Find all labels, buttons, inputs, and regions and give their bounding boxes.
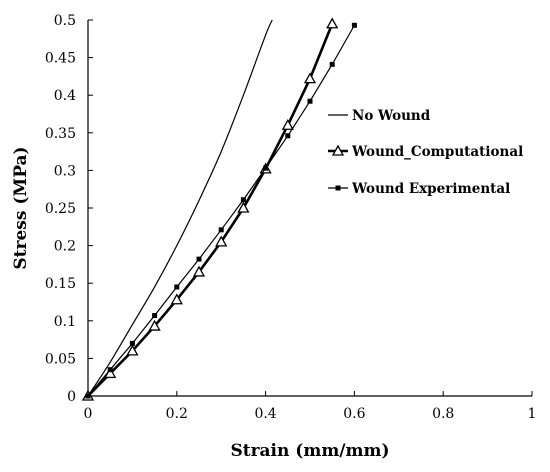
y-tick-label: 0.45	[45, 51, 76, 67]
data-point-wound-computational	[303, 72, 317, 84]
data-point-wound-experimental	[196, 256, 202, 262]
y-tick-label: 0.35	[45, 126, 76, 142]
data-point-wound-computational	[126, 344, 139, 356]
y-tick-label: 0.2	[54, 239, 76, 255]
legend-item-wound-computational: Wound_Computational	[328, 144, 523, 160]
data-point-wound-computational	[170, 293, 183, 305]
data-point-wound-experimental	[307, 98, 313, 104]
legend-item-wound-experimental: Wound Experimental	[328, 181, 510, 197]
x-tick-label: 0.4	[254, 406, 276, 422]
data-point-wound-experimental	[218, 227, 224, 233]
y-tick-label: 0.3	[54, 163, 76, 179]
y-tick-label: 0.15	[45, 276, 76, 292]
data-point-wound-experimental	[263, 165, 269, 171]
legend-label: No Wound	[352, 108, 431, 124]
data-point-wound-experimental	[85, 393, 91, 399]
y-ticks: 0 0.05 0.1 0.15 0.2 0.25 0.3 0.35 0.4 0.45 0.5	[45, 13, 93, 405]
data-point-wound-experimental	[152, 313, 158, 319]
y-tick-label: 0	[67, 389, 76, 405]
x-tick-label: 0.2	[166, 406, 188, 422]
series-line-no-wound	[87, 19, 273, 397]
x-tick-label: 0.6	[343, 406, 365, 422]
y-tick-label: 0.05	[45, 351, 76, 367]
y-tick-label: 0.25	[45, 201, 76, 217]
series-no-wound	[87, 19, 273, 397]
x-axis-title: Strain (mm/mm)	[230, 441, 389, 461]
data-point-wound-computational	[326, 17, 339, 29]
data-point-wound-experimental	[351, 22, 357, 28]
legend-label: Wound Experimental	[351, 181, 510, 197]
data-point-wound-experimental	[240, 197, 246, 203]
y-tick-label: 0.4	[54, 88, 76, 104]
legend-item-no-wound: No Wound	[328, 108, 431, 124]
legend-marker	[331, 144, 345, 156]
data-point-wound-experimental	[107, 367, 113, 373]
data-point-wound-computational	[281, 118, 294, 130]
x-tick-label: 0.8	[432, 406, 454, 422]
legend-marker	[335, 185, 341, 191]
data-point-wound-experimental	[285, 133, 291, 139]
data-point-wound-experimental	[329, 61, 335, 67]
data-point-wound-computational	[192, 265, 206, 277]
y-axis-title: Stress (MPa)	[11, 146, 31, 269]
y-tick-label: 0.1	[54, 314, 76, 330]
series-layer	[81, 17, 357, 401]
legend: No Wound Wound_Computational Wound Experim…	[328, 108, 523, 197]
y-tick-label: 0.5	[54, 13, 76, 29]
data-point-wound-experimental	[129, 340, 135, 346]
data-point-wound-computational	[215, 235, 228, 247]
x-tick-label: 1	[528, 406, 537, 422]
legend-label: Wound_Computational	[351, 144, 523, 160]
data-point-wound-experimental	[174, 284, 180, 290]
data-point-wound-computational	[237, 201, 250, 213]
series-line-wound-computational	[87, 23, 334, 397]
x-tick-label: 0	[84, 406, 93, 422]
series-wound-experimental	[85, 22, 357, 399]
data-point-wound-computational	[148, 319, 161, 331]
x-ticks: 0 0.2 0.4 0.6 0.8 1	[84, 391, 537, 422]
